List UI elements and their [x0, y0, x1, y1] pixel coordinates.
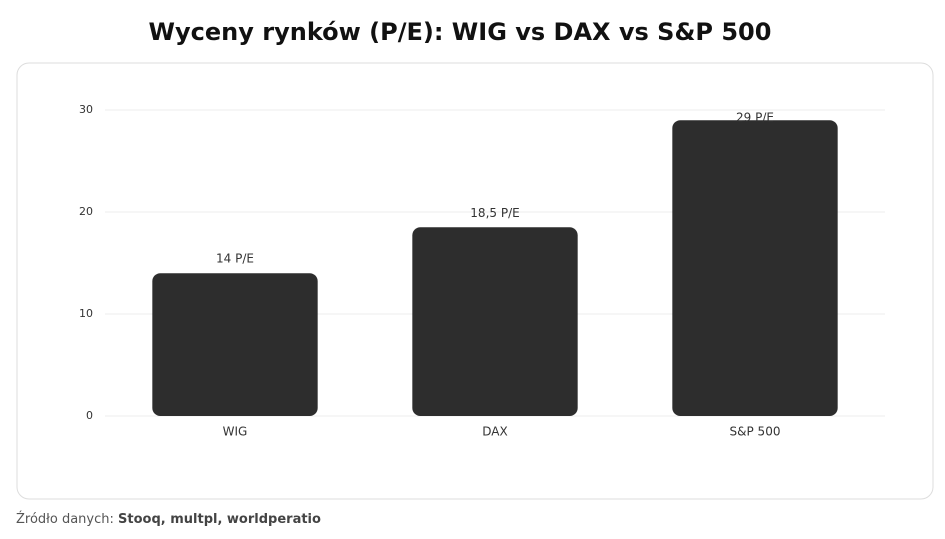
x-tick-label: DAX [482, 425, 507, 439]
y-tick-label: 20 [79, 205, 93, 218]
chart: Wyceny rynków (P/E): WIG vs DAX vs S&P 5… [16, 18, 934, 500]
sources: Stooq, multpl, worldperatio [118, 512, 321, 527]
value-label: 18,5 P/E [470, 206, 519, 220]
y-tick-label: 0 [86, 409, 93, 422]
bar [672, 120, 838, 416]
footer: Źródło danych: Stooq, multpl, worldperat… [16, 512, 321, 527]
value-label: 14 P/E [216, 252, 254, 266]
value-label: 29 P/E [736, 111, 774, 125]
bar [412, 227, 578, 416]
x-tick-label: WIG [223, 425, 248, 439]
y-tick-label: 10 [79, 307, 93, 320]
y-tick-label: 30 [79, 103, 93, 116]
x-tick-label: S&P 500 [730, 425, 781, 439]
bar [152, 273, 318, 416]
source-label: Źródło danych: [16, 512, 114, 527]
chart-title: Wyceny rynków (P/E): WIG vs DAX vs S&P 5… [149, 18, 772, 46]
